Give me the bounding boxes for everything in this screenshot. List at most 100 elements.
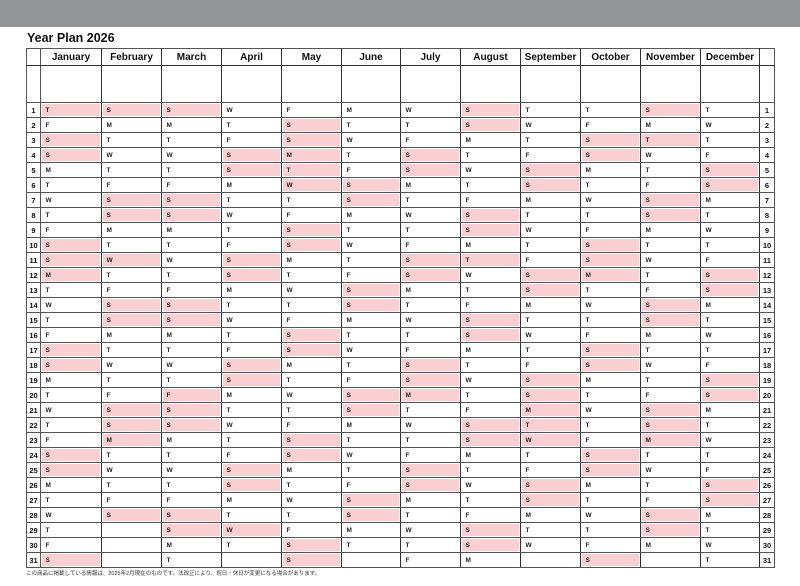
- day-cell[interactable]: [580, 357, 641, 374]
- day-number-right: 9: [759, 222, 775, 239]
- day-number-right: 18: [759, 357, 775, 374]
- month-header-june: June: [341, 48, 401, 66]
- day-cell[interactable]: [281, 237, 342, 254]
- weekday-letters-december: TWTFSSMTWTFSSMTWTFSSMTWTFSSMTWT: [705, 106, 712, 564]
- day-number-left: 29: [26, 522, 41, 539]
- day-cell[interactable]: [101, 192, 162, 209]
- weekday-letters-february: SMTWTFSSMTWTFSSMTWTFSSMTWTFS: [106, 106, 113, 519]
- day-cell[interactable]: [281, 342, 342, 359]
- day-cell[interactable]: [640, 552, 701, 569]
- day-cell[interactable]: [580, 552, 641, 569]
- day-row: 17 17: [26, 342, 775, 359]
- notes-cell-october[interactable]: [580, 65, 641, 103]
- day-cell[interactable]: [281, 552, 342, 569]
- day-cell[interactable]: [400, 372, 461, 389]
- notes-cell-april[interactable]: [221, 65, 282, 103]
- day-cell[interactable]: [40, 462, 102, 479]
- notes-cell-june[interactable]: [341, 65, 401, 103]
- notes-cell-august[interactable]: [460, 65, 521, 103]
- day-cell[interactable]: [700, 492, 760, 509]
- day-number-left: 25: [26, 462, 41, 479]
- day-row: 12 12: [26, 267, 775, 284]
- day-cell[interactable]: [520, 552, 581, 569]
- day-cell[interactable]: [281, 162, 342, 179]
- day-cell[interactable]: [400, 462, 461, 479]
- day-row: 20 20: [26, 387, 775, 404]
- day-cell[interactable]: [101, 522, 162, 539]
- day-cell[interactable]: [580, 252, 641, 269]
- day-cell[interactable]: [640, 402, 701, 419]
- day-cell[interactable]: [40, 357, 102, 374]
- day-cell[interactable]: [400, 387, 461, 404]
- day-cell[interactable]: [161, 207, 222, 224]
- day-cell[interactable]: [101, 507, 162, 524]
- day-cell[interactable]: [101, 297, 162, 314]
- day-cell[interactable]: [40, 552, 102, 569]
- day-cell[interactable]: [341, 402, 401, 419]
- day-number-right: 12: [759, 267, 775, 284]
- day-cell[interactable]: [221, 477, 282, 494]
- notes-cell-january[interactable]: [40, 65, 102, 103]
- day-cell[interactable]: [400, 162, 461, 179]
- day-cell[interactable]: [281, 117, 342, 134]
- notes-cell-july[interactable]: [400, 65, 461, 103]
- day-cell[interactable]: [101, 402, 162, 419]
- day-cell[interactable]: [400, 267, 461, 284]
- day-cell[interactable]: [700, 552, 760, 569]
- day-cell[interactable]: [460, 117, 521, 134]
- day-cell[interactable]: [520, 372, 581, 389]
- day-cell[interactable]: [580, 237, 641, 254]
- day-cell[interactable]: [101, 432, 162, 449]
- day-cell[interactable]: [520, 282, 581, 299]
- day-cell[interactable]: [281, 177, 342, 194]
- day-cell[interactable]: [221, 462, 282, 479]
- day-cell[interactable]: [700, 372, 760, 389]
- day-cell[interactable]: [101, 552, 162, 569]
- day-cell[interactable]: [520, 492, 581, 509]
- day-number-left: 5: [26, 162, 41, 179]
- day-cell[interactable]: [161, 192, 222, 209]
- notes-cell-february[interactable]: [101, 65, 162, 103]
- day-number-right: 19: [759, 372, 775, 389]
- day-cell[interactable]: [161, 312, 222, 329]
- day-cell[interactable]: [640, 297, 701, 314]
- day-cell[interactable]: [460, 222, 521, 239]
- day-cell[interactable]: [400, 147, 461, 164]
- notes-cell-september[interactable]: [520, 65, 581, 103]
- day-cell[interactable]: [640, 101, 701, 119]
- day-cell[interactable]: [460, 537, 521, 554]
- day-cell[interactable]: [281, 432, 342, 449]
- day-cell[interactable]: [221, 357, 282, 374]
- day-cell[interactable]: [341, 552, 401, 569]
- day-cell[interactable]: [520, 162, 581, 179]
- day-cell[interactable]: [281, 537, 342, 554]
- day-cell[interactable]: [341, 282, 401, 299]
- notes-cell-december[interactable]: [700, 65, 760, 103]
- day-cell[interactable]: [700, 387, 760, 404]
- day-cell[interactable]: [161, 522, 222, 539]
- day-cell[interactable]: [460, 432, 521, 449]
- day-cell[interactable]: [40, 147, 102, 164]
- notes-cell-may[interactable]: [281, 65, 342, 103]
- day-number-left: 12: [26, 267, 41, 284]
- day-cell[interactable]: [341, 387, 401, 404]
- day-cell[interactable]: [40, 342, 102, 359]
- day-cell[interactable]: [400, 477, 461, 494]
- day-cell[interactable]: [40, 267, 102, 284]
- day-cell[interactable]: [221, 552, 282, 569]
- day-cell[interactable]: [580, 267, 641, 284]
- day-cell[interactable]: [221, 252, 282, 269]
- weekday-letters-march: SMTWTFSSMTWTFSSMTWTFSSMTWTFSSMT: [166, 106, 173, 564]
- day-cell[interactable]: [161, 417, 222, 434]
- notes-cell-november[interactable]: [640, 65, 701, 103]
- day-cell[interactable]: [460, 327, 521, 344]
- day-cell[interactable]: [580, 132, 641, 149]
- day-cell[interactable]: [161, 387, 222, 404]
- day-cell[interactable]: [101, 537, 162, 554]
- day-cell[interactable]: [700, 267, 760, 284]
- day-row: 30 30: [26, 537, 775, 554]
- day-cell[interactable]: [40, 252, 102, 269]
- day-number-left: 8: [26, 207, 41, 224]
- weekday-letters-april: WTFSSMTWTFSSMTWTFSSMTWTFSSMTWT: [226, 106, 233, 549]
- notes-cell-march[interactable]: [161, 65, 222, 103]
